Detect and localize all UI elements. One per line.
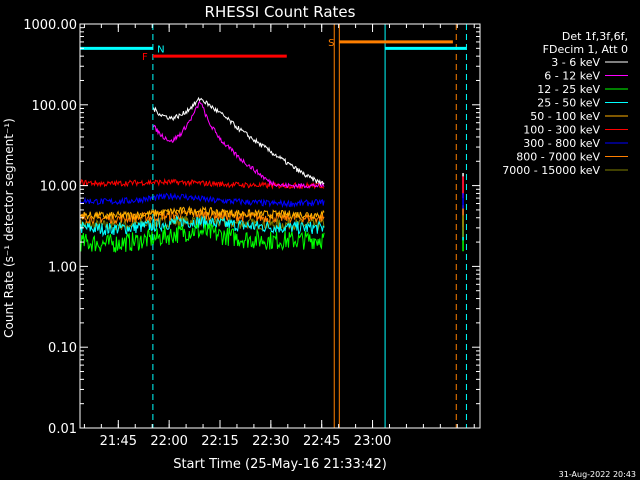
legend-entry-label: 6 - 12 keV bbox=[544, 70, 600, 83]
series-line-50-100-kev bbox=[79, 205, 325, 221]
series-line-25-50-kev bbox=[79, 214, 325, 238]
y-axis-label: Count Rate (s⁻¹ detector segment⁻¹) bbox=[2, 118, 16, 338]
legend-header: Det 1f,3f,6f, bbox=[562, 30, 628, 43]
legend-entry-label: 3 - 6 keV bbox=[551, 56, 600, 69]
legend-entry-label: 50 - 100 keV bbox=[530, 110, 600, 123]
x-tick-label: 22:15 bbox=[201, 434, 238, 449]
x-tick-label: 23:00 bbox=[354, 434, 391, 449]
x-axis-label: Start Time (25-May-16 21:33:42) bbox=[173, 457, 387, 472]
series-line-12-25-kev bbox=[79, 223, 325, 253]
legend-entry-label: 7000 - 15000 keV bbox=[502, 164, 600, 177]
flag-label: S bbox=[328, 38, 334, 49]
y-tick-label: 1.00 bbox=[48, 260, 77, 275]
y-tick-label: 0.01 bbox=[48, 422, 77, 437]
y-tick-label: 0.10 bbox=[48, 341, 77, 356]
chart-title: RHESSI Count Rates bbox=[205, 3, 356, 21]
y-tick-label: 100.00 bbox=[32, 99, 78, 114]
x-tick-label: 22:00 bbox=[150, 434, 187, 449]
flag-label: N bbox=[157, 44, 164, 55]
legend-entry-label: 25 - 50 keV bbox=[537, 97, 600, 110]
legend-entry-label: 100 - 300 keV bbox=[523, 124, 600, 137]
legend-entry-label: 300 - 800 keV bbox=[523, 137, 600, 150]
legend-header: FDecim 1, Att 0 bbox=[543, 43, 628, 56]
legend-entry-label: 12 - 25 keV bbox=[537, 83, 600, 96]
x-tick-label: 21:45 bbox=[100, 434, 137, 449]
series-line-100-300-kev bbox=[79, 177, 325, 190]
series-line-6-12-kev bbox=[152, 100, 325, 190]
y-tick-label: 10.00 bbox=[40, 180, 77, 195]
y-tick-label: 1000.00 bbox=[23, 18, 77, 33]
footer-date: 31-Aug-2022 20:43 bbox=[559, 470, 636, 479]
x-tick-label: 22:45 bbox=[303, 434, 340, 449]
legend-entry-label: 800 - 7000 keV bbox=[516, 151, 600, 164]
x-tick-label: 22:30 bbox=[252, 434, 289, 449]
plot-frame bbox=[79, 23, 481, 429]
flag-label: F bbox=[142, 52, 148, 63]
series-line-300-800-kev bbox=[79, 192, 325, 209]
series-line-3-6-kev bbox=[152, 96, 325, 186]
